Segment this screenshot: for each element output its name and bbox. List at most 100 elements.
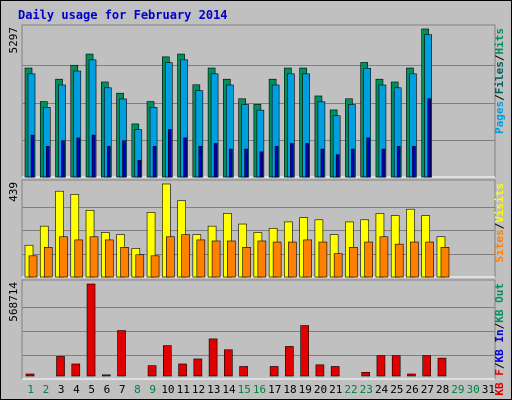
sites-bar-body xyxy=(59,236,68,278)
pages-bar xyxy=(305,143,309,178)
pages-bar-body xyxy=(213,143,218,178)
sites-bar-body xyxy=(166,236,175,278)
sites-bar-body xyxy=(74,239,84,278)
kbytes-bar-body xyxy=(437,357,447,377)
pages-bar-body xyxy=(122,140,126,178)
pages-bar-body xyxy=(412,145,416,178)
pages-bar-body xyxy=(259,151,264,178)
kbytes-bar xyxy=(193,358,203,377)
kbytes-bar xyxy=(147,365,157,377)
kbytes-legend-item: KB F xyxy=(493,369,506,396)
sites-bar xyxy=(379,236,389,278)
kbytes-bar xyxy=(422,355,432,377)
day-label: 16 xyxy=(253,383,266,396)
kbytes-bar xyxy=(407,373,416,377)
kbytes-bar xyxy=(300,325,309,377)
sites-bar-body xyxy=(150,255,160,278)
pages-bar xyxy=(91,134,96,178)
kbytes-bar xyxy=(315,364,325,377)
kbytes-bar-body xyxy=(193,358,203,377)
kbytes-bar xyxy=(208,338,218,377)
day-label: 24 xyxy=(375,383,389,396)
pages-bar xyxy=(320,148,325,178)
kbytes-bar xyxy=(163,345,172,377)
pages-bar-body xyxy=(244,148,248,178)
kbytes-bar-body xyxy=(56,356,65,377)
pages-bar-body xyxy=(183,137,187,178)
day-label: 21 xyxy=(329,383,342,396)
kbytes-bar xyxy=(178,363,187,377)
sites-bar xyxy=(104,239,114,278)
sites-bar xyxy=(43,247,53,278)
kbytes-bar xyxy=(56,356,65,377)
sites-bar xyxy=(257,240,267,278)
sites-bar-body xyxy=(28,255,38,278)
pages-bar-body xyxy=(61,140,65,178)
kbytes-bar-body xyxy=(86,283,96,377)
sites-bar-body xyxy=(440,247,450,278)
sites-bar xyxy=(135,254,145,278)
sites-bar xyxy=(227,240,236,278)
day-label: 20 xyxy=(314,383,327,396)
pages-bar xyxy=(229,148,233,178)
sites-bar xyxy=(410,241,419,278)
kbytes-bar-body xyxy=(422,355,432,377)
day-label: 4 xyxy=(73,383,80,396)
day-label: 3 xyxy=(58,383,65,396)
kbytes-legend-item: KB Out xyxy=(493,283,506,323)
pages-bar-body xyxy=(305,143,309,178)
kbytes-bar xyxy=(101,374,111,377)
pages-bar xyxy=(259,151,264,178)
sites-bar xyxy=(181,234,190,278)
pages-bar xyxy=(122,140,126,178)
pages-bar-body xyxy=(290,143,294,178)
sites-bar xyxy=(242,247,251,278)
sites-bar-body xyxy=(333,253,343,278)
kbytes-bar-body xyxy=(391,355,401,377)
kbytes-bar xyxy=(285,346,294,377)
sites-bar xyxy=(272,241,282,278)
hits-ymax-label: 5297 xyxy=(7,27,20,54)
kbytes-bar-body xyxy=(300,325,309,377)
day-label: 30 xyxy=(466,383,479,396)
sites-bar-body xyxy=(257,240,267,278)
sites-bar xyxy=(74,239,84,278)
day-label: 7 xyxy=(119,383,126,396)
sites-bar-body xyxy=(349,247,358,278)
day-label: 14 xyxy=(222,383,236,396)
kbytes-bar xyxy=(376,355,386,377)
sites-bar-body xyxy=(288,241,297,278)
kbytes-bar-body xyxy=(239,366,248,377)
sites-bar xyxy=(394,243,404,278)
pages-bar-body xyxy=(229,148,233,178)
kbytes-bar-body xyxy=(25,373,35,377)
pages-bar-body xyxy=(351,148,355,178)
day-label: 5 xyxy=(88,383,95,396)
pages-bar-body xyxy=(381,148,386,178)
kbytes-bar xyxy=(239,366,248,377)
pages-bar xyxy=(366,137,370,178)
sites-bar-body xyxy=(410,241,419,278)
sites-bar-body xyxy=(211,240,221,278)
sites-bar xyxy=(150,255,160,278)
kbytes-bar-body xyxy=(117,330,126,377)
sites-bar-body xyxy=(89,236,99,278)
kbytes-bar-body xyxy=(376,355,386,377)
sites-bar xyxy=(425,241,435,278)
sites-bar-body xyxy=(120,247,129,278)
day-label: 29 xyxy=(451,383,464,396)
day-label: 1 xyxy=(27,383,34,396)
sites-bar xyxy=(440,247,450,278)
pages-bar-body xyxy=(45,145,50,178)
pages-bar-body xyxy=(366,137,370,178)
pages-bar-body xyxy=(396,145,401,178)
kbytes-bar-body xyxy=(101,374,111,377)
pages-bar xyxy=(61,140,65,178)
sites-bar xyxy=(28,255,38,278)
visits-legend-item: Visits xyxy=(493,183,506,223)
kbytes-bar xyxy=(25,373,35,377)
pages-bar xyxy=(290,143,294,178)
pages-bar xyxy=(274,145,279,178)
pages-bar-body xyxy=(152,145,157,178)
kbytes-bar xyxy=(361,372,370,377)
